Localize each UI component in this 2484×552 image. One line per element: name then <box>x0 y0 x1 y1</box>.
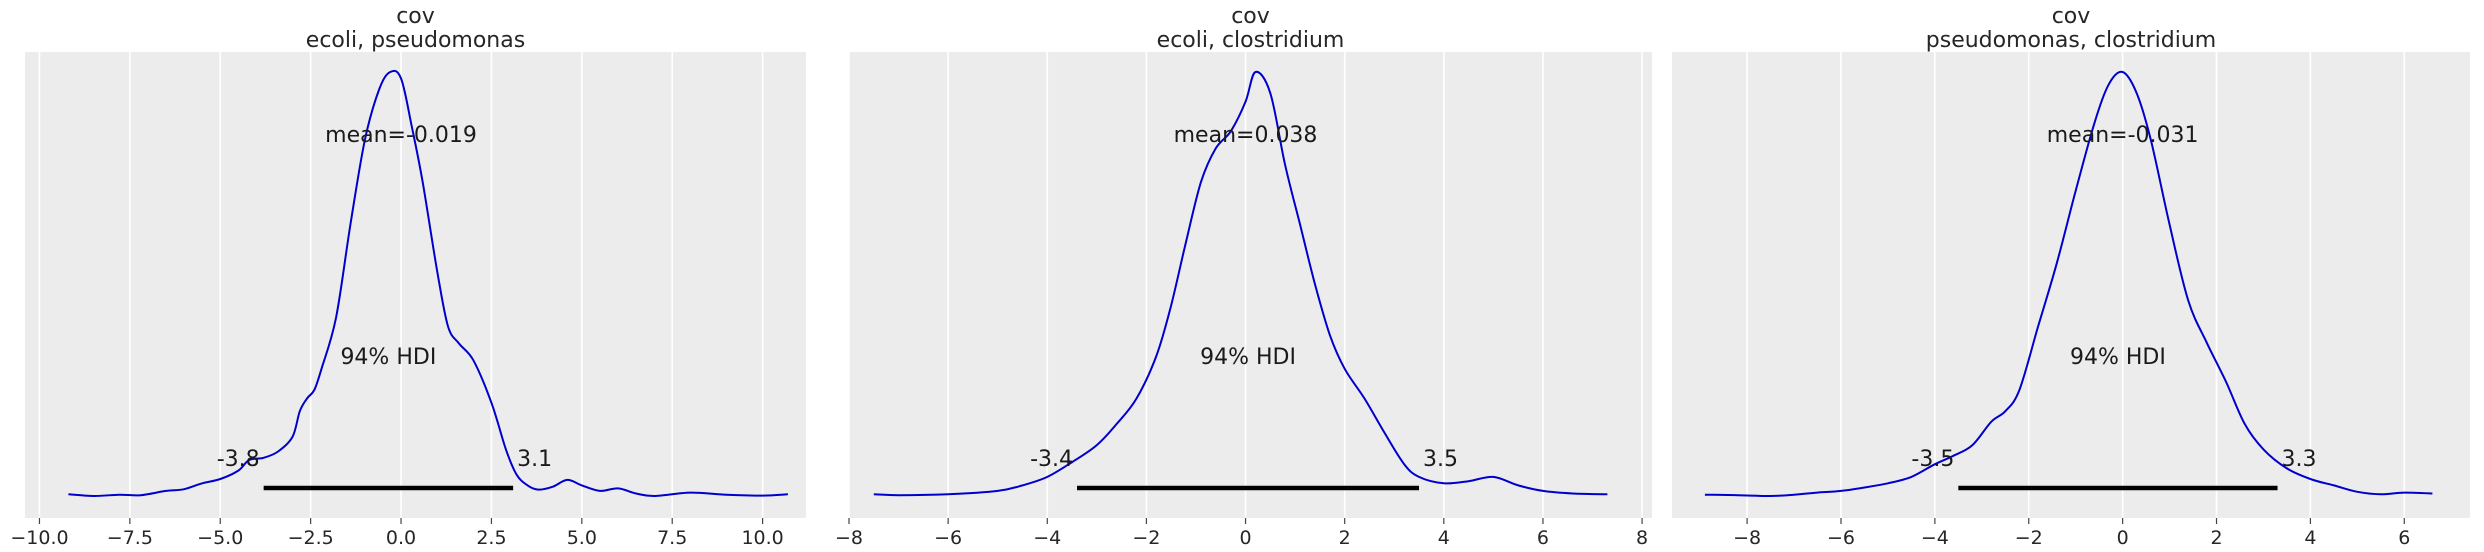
hdi-label: 94% HDI <box>2070 345 2166 370</box>
x-tick-label: 8 <box>1636 527 1648 549</box>
x-tick-label: −2 <box>2015 527 2043 549</box>
x-tick-label: 6 <box>2398 527 2410 549</box>
panel-title-coords: pseudomonas, clostridium <box>1926 28 2216 53</box>
x-tick-label: 4 <box>2304 527 2316 549</box>
x-tick-label: −7.5 <box>107 527 153 549</box>
panel-title-coords: ecoli, pseudomonas <box>306 28 525 53</box>
hdi-high-label: 3.5 <box>1423 447 1458 472</box>
density-curve <box>68 69 788 498</box>
hdi-label: 94% HDI <box>340 345 436 370</box>
panel-title-variable: cov <box>1231 4 1270 29</box>
plot-area <box>1672 52 2470 518</box>
hdi-low-label: -3.8 <box>217 447 260 472</box>
x-tick-label: 0 <box>1239 527 1251 549</box>
hdi-low-label: -3.5 <box>1911 447 1954 472</box>
plot-area <box>25 52 806 518</box>
x-tick-label: 2 <box>2210 527 2222 549</box>
x-tick-label: 0.0 <box>386 527 416 549</box>
x-tick-label: 2 <box>1339 527 1351 549</box>
x-tick-label: 2.5 <box>476 527 506 549</box>
x-tick-label: −2 <box>1132 527 1160 549</box>
hdi-high-label: 3.1 <box>517 447 552 472</box>
panel-title-variable: cov <box>396 4 435 29</box>
x-tick-label: −8 <box>835 527 863 549</box>
x-tick-label: −4 <box>1033 527 1061 549</box>
mean-label: mean=-0.031 <box>2047 123 2199 148</box>
x-tick-label: −6 <box>934 527 962 549</box>
x-tick-label: −6 <box>1827 527 1855 549</box>
panel-1: −10.0 −7.5 −5.0 −2.5 0.0 2.5 5.0 7.5 10.0 covecol… <box>10 4 806 549</box>
x-tick-label: 4 <box>1438 527 1450 549</box>
density-curve <box>873 70 1608 497</box>
x-tick-label: −8 <box>1733 527 1761 549</box>
x-tick-label: 10.0 <box>741 527 783 549</box>
density-curve <box>1704 70 2433 498</box>
x-tick-label: 6 <box>1537 527 1549 549</box>
x-tick-label: −4 <box>1921 527 1949 549</box>
panel-title-variable: cov <box>2052 4 2091 29</box>
x-tick-label: −10.0 <box>10 527 68 549</box>
mean-label: mean=0.038 <box>1174 123 1318 148</box>
hdi-low-label: -3.4 <box>1030 447 1073 472</box>
mean-label: mean=-0.019 <box>325 123 477 148</box>
x-tick-label: 0 <box>2117 527 2129 549</box>
x-tick-label: 7.5 <box>657 527 687 549</box>
hdi-high-label: 3.3 <box>2282 447 2317 472</box>
x-tick-label: 5.0 <box>567 527 597 549</box>
hdi-label: 94% HDI <box>1200 345 1296 370</box>
x-tick-label: −5.0 <box>197 527 243 549</box>
x-tick-label: −2.5 <box>288 527 334 549</box>
panel-title-coords: ecoli, clostridium <box>1157 28 1345 53</box>
plot-area <box>849 52 1652 518</box>
